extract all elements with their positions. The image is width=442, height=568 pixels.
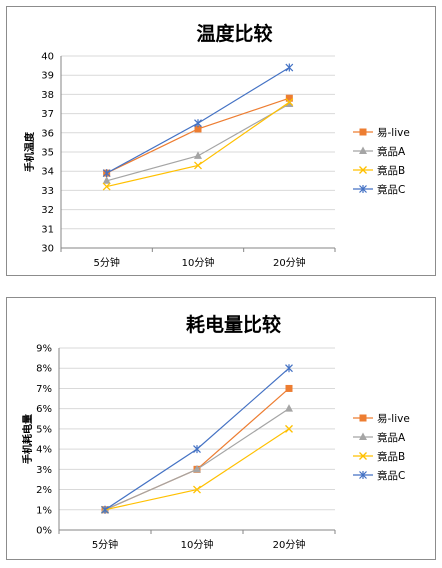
y-tick-label: 40: [41, 52, 54, 63]
triangle-marker: [359, 432, 367, 440]
y-tick-label: 35: [41, 148, 54, 159]
y-tick-label: 6%: [36, 404, 52, 415]
legend-label: 易-live: [377, 127, 410, 139]
x-tick-label: 20分钟: [273, 538, 306, 551]
y-tick-label: 33: [41, 186, 54, 197]
data-point: [102, 176, 111, 184]
y-tick-label: 2%: [36, 485, 52, 496]
square-marker: [359, 128, 367, 136]
y-axis-label: 手机温度: [23, 131, 36, 172]
legend-label: 竟品B: [377, 165, 405, 177]
y-tick-label: 38: [41, 90, 54, 101]
x-tick-label: 20分钟: [273, 256, 306, 269]
x-marker-stroke: [194, 161, 202, 170]
square-marker: [359, 414, 367, 422]
y-tick-label: 36: [41, 128, 54, 139]
y-tick-label: 3%: [36, 465, 52, 476]
triangle-marker: [194, 151, 202, 159]
chart-title: 温度比较: [196, 22, 272, 45]
y-tick-label: 4%: [36, 445, 52, 456]
y-tick-label: 0%: [36, 526, 52, 537]
y-tick-label: 7%: [36, 384, 52, 395]
data-point: [194, 151, 202, 159]
data-point: [193, 485, 201, 494]
data-point: [285, 99, 294, 107]
y-tick-label: 34: [41, 167, 54, 178]
triangle-marker: [193, 464, 201, 473]
x-marker-stroke: [193, 485, 201, 494]
triangle-marker: [285, 404, 293, 412]
y-axis-label: 手机耗电量: [21, 414, 34, 464]
x-marker-stroke: [285, 424, 293, 433]
data-point: [101, 505, 109, 514]
temperature-chart-panel: 温度比较 30 31 32 33 34 35 36 37 38 39 40 5分钟 10分钟 20分钟 手机温…: [6, 6, 436, 276]
square-marker: [194, 125, 202, 133]
legend-label: 竟品C: [377, 184, 405, 196]
legend-label: 竟品B: [377, 451, 405, 463]
y-tick-label: 30: [41, 244, 54, 255]
x-marker-stroke: [102, 182, 111, 191]
y-tick-label: 1%: [36, 505, 52, 516]
y-tick-label: 37: [41, 109, 54, 120]
temperature-chart: 温度比较 30 31 32 33 34 35 36 37 38 39 40 5分钟 10分钟 20分钟 手机温…: [23, 22, 410, 269]
triangle-marker: [359, 146, 367, 154]
y-tick-label: 31: [41, 224, 54, 235]
legend-marker: [359, 471, 367, 479]
y-tick-label: 32: [41, 205, 54, 216]
data-point: [102, 169, 111, 178]
x-tick-label: 5分钟: [93, 256, 119, 269]
y-tick-label: 8%: [36, 364, 52, 375]
x-marker-stroke: [359, 452, 367, 460]
legend-marker: [359, 146, 367, 154]
data-point: [193, 464, 201, 473]
legend-label: 易-live: [377, 413, 410, 425]
square-marker: [285, 384, 293, 392]
y-tick-label: 5%: [36, 424, 52, 435]
square-marker: [285, 94, 293, 102]
data-point: [285, 404, 293, 412]
legend-label: 竟品A: [377, 432, 406, 444]
series-line: [104, 408, 290, 511]
power-chart-panel: 耗电量比较 0% 1% 2% 3% 4% 5% 6% 7% 8% 9% 5分钟 10分钟 20分钟 手机耗电…: [6, 297, 436, 560]
y-tick-label: 9%: [36, 344, 52, 355]
legend-marker: [359, 452, 367, 460]
legend-marker: [359, 185, 367, 193]
legend-marker: [359, 166, 367, 174]
data-point: [285, 94, 293, 102]
x-marker-stroke: [359, 166, 367, 174]
chart-title: 耗电量比较: [186, 313, 281, 336]
x-tick-label: 10分钟: [182, 256, 215, 269]
data-point: [194, 119, 202, 128]
data-point: [193, 445, 201, 454]
legend-label: 竟品C: [377, 470, 405, 482]
series-line: [106, 97, 290, 174]
power-chart: 耗电量比较 0% 1% 2% 3% 4% 5% 6% 7% 8% 9% 5分钟 10分钟 20分钟 手机耗电…: [21, 313, 410, 551]
data-point: [285, 364, 293, 373]
triangle-marker: [102, 176, 111, 184]
x-marker-stroke: [285, 98, 294, 107]
data-point: [102, 182, 111, 191]
triangle-marker: [285, 99, 294, 107]
legend-marker: [359, 414, 367, 422]
data-point: [285, 424, 293, 433]
series-line: [106, 103, 290, 182]
legend-label: 竟品A: [377, 146, 406, 158]
data-point: [285, 63, 294, 72]
legend-marker: [359, 128, 367, 136]
series-line: [104, 367, 290, 511]
data-point: [285, 98, 294, 107]
data-point: [194, 161, 202, 170]
x-tick-label: 5分钟: [92, 538, 118, 551]
y-tick-label: 39: [41, 71, 54, 82]
data-point: [194, 125, 202, 133]
x-tick-label: 10分钟: [181, 538, 214, 551]
legend-marker: [359, 432, 367, 440]
data-point: [285, 384, 293, 392]
